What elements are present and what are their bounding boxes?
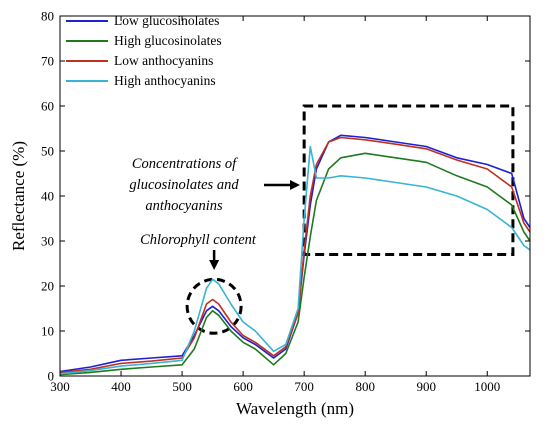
- y-tick-label: 70: [41, 54, 54, 69]
- y-axis-label: Reflectance (%): [9, 141, 28, 251]
- series-line-2: [59, 152, 531, 376]
- concentration-annotation-line: glucosinolates and: [129, 177, 239, 193]
- legend-label-1: Low glucosinolates: [114, 13, 219, 28]
- x-tick-label: 400: [111, 379, 131, 394]
- y-tick-label: 20: [41, 279, 54, 294]
- annotations-layer: [185, 104, 515, 335]
- x-tick-label: 500: [172, 379, 192, 394]
- x-tick-label: 800: [355, 379, 375, 394]
- legend-label-2: High glucosinolates: [114, 33, 222, 48]
- x-axis-label: Wavelength (nm): [236, 399, 354, 418]
- x-tick-label: 700: [294, 379, 314, 394]
- x-tick-label: 300: [50, 379, 70, 394]
- concentration-region-box: [302, 104, 515, 256]
- annotation-labels: Concentrations of glucosinolates and antho…: [129, 156, 300, 270]
- series-layer: [59, 134, 531, 376]
- y-tick-label: 60: [41, 99, 54, 114]
- x-tick-label: 900: [416, 379, 436, 394]
- chlorophyll-region-circle: [185, 277, 243, 335]
- axis-ticks: 300 400 500 600 700 800 900 1000 0 10 20 30 40 50 60 70…: [41, 9, 530, 394]
- legend-label-4: High anthocyanins: [114, 73, 216, 88]
- concentration-annotation-line: Concentrations of: [132, 156, 238, 172]
- x-tick-label: 1000: [474, 379, 500, 394]
- y-tick-label: 0: [48, 369, 55, 384]
- y-tick-label: 80: [41, 9, 54, 24]
- y-tick-label: 40: [41, 189, 54, 204]
- series-line-3: [59, 136, 531, 374]
- x-tick-label: 600: [233, 379, 253, 394]
- y-tick-label: 50: [41, 144, 54, 159]
- y-tick-label: 10: [41, 324, 54, 339]
- concentration-annotation-line: anthocyanins: [145, 198, 223, 214]
- chlorophyll-arrow-head: [209, 260, 220, 270]
- series-line-4: [59, 145, 531, 375]
- legend: Low glucosinolates High glucosinolates Low…: [66, 13, 222, 88]
- legend-label-3: Low anthocyanins: [114, 53, 213, 68]
- chlorophyll-annotation: Chlorophyll content: [140, 232, 257, 248]
- concentration-arrow-head: [290, 180, 300, 190]
- y-tick-label: 30: [41, 234, 54, 249]
